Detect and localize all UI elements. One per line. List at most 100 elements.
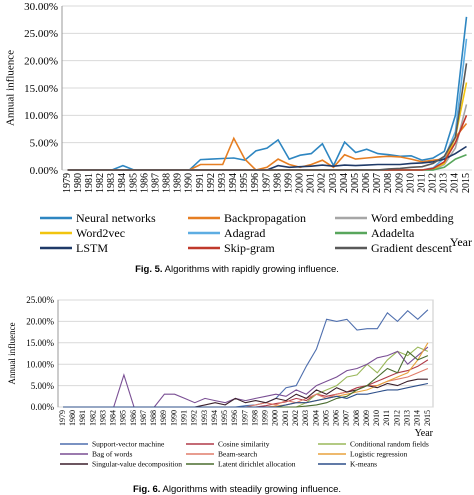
fig6-xtick-label: 1981	[78, 410, 87, 426]
fig6-xtick-label: 2005	[321, 410, 330, 426]
fig6-series-line-3	[63, 346, 429, 408]
fig5-series-line-9	[67, 63, 468, 171]
fig5-series-line-2	[67, 122, 468, 171]
fig5-legend-label: Neural networks	[76, 211, 156, 225]
fig6-legend-label: Conditional random fields	[350, 440, 429, 449]
fig6-xtick-label: 1998	[250, 410, 259, 426]
fig5-legend-label: Adagrad	[224, 226, 265, 240]
fig6-xtick-label: 2014	[413, 410, 422, 426]
fig5-xtick-label: 1991	[195, 173, 206, 193]
fig5-xtick-label: 1986	[139, 173, 150, 193]
fig5-xtick-label: 1990	[184, 173, 195, 193]
fig6-xtick-label: 1990	[169, 410, 178, 426]
fig6-xtick-label: 2010	[372, 410, 381, 426]
fig6-legend-label: Support-vector machine	[92, 440, 165, 449]
fig5-xtick-label: 1992	[206, 173, 217, 193]
fig5-ytick-label: 30.00%	[24, 1, 58, 13]
fig6-legend-label: Singular-value decomposition	[92, 460, 182, 469]
fig5-xtick-label: 2010	[405, 173, 416, 193]
fig6-xtick-label: 2007	[342, 410, 351, 426]
fig6-legend-label: Beam-search	[218, 450, 257, 459]
fig5-xtick-label: 2011	[416, 173, 427, 193]
fig5-xtick-label: 1981	[84, 173, 95, 193]
fig6-ytick-label: 20.00%	[26, 317, 54, 327]
fig6-series-line-9	[63, 382, 429, 408]
fig6-xtick-label: 1992	[190, 410, 199, 426]
fig6-legend-label: Cosine similarity	[218, 440, 270, 449]
fig5-xtick-label: 2005	[350, 173, 361, 193]
fig5-ytick-label: 25.00%	[24, 28, 58, 40]
fig5-xtick-label: 1983	[106, 173, 117, 193]
fig6-xtick-label: 2006	[332, 410, 341, 426]
fig6-xtick-label: 1999	[261, 410, 270, 426]
fig6-series-line-6	[63, 342, 429, 408]
fig5-xtick-label: 2012	[428, 173, 439, 193]
fig5-ytick-label: 0.00%	[30, 165, 58, 177]
fig6-xtick-label: 1985	[119, 410, 128, 426]
fig5-xtick-label: 2000	[295, 173, 306, 193]
fig6-xtick-label: 1980	[68, 410, 77, 426]
fig5-legend-label: Gradient descent	[371, 241, 453, 255]
fig6-xtick-label: 2002	[291, 410, 300, 426]
fig6-xtick-label: 2013	[402, 410, 411, 426]
fig6-xtick-label: 2004	[311, 410, 320, 426]
fig5-xtick-label: 1988	[162, 173, 173, 193]
fig5-xtick-label: 1980	[73, 173, 84, 193]
fig5-ytick-label: 15.00%	[24, 83, 58, 95]
fig6-caption-text: Algorithms with steadily growing influen…	[162, 484, 342, 495]
fig5-xtick-label: 2015	[461, 173, 472, 193]
fig6-series-line-4	[63, 346, 429, 408]
fig5-xtick-label: 1984	[117, 173, 128, 193]
fig6-xtick-label: 2003	[301, 410, 310, 426]
fig6-xtick-label: 1989	[159, 410, 168, 426]
fig5-xtick-label: 2009	[394, 173, 405, 193]
fig5-xtick-label: 1999	[283, 173, 294, 193]
fig6-xtick-label: 1986	[129, 410, 138, 426]
fig6-xtick-label: 2009	[362, 410, 371, 426]
fig5-xtick-label: 2004	[339, 173, 350, 193]
fig6-xtick-label: 1994	[210, 410, 219, 426]
fig5-legend-label: Word embedding	[371, 211, 454, 225]
fig6-ytick-label: 5.00%	[31, 381, 55, 391]
fig6-xtick-label: 2011	[382, 410, 391, 426]
fig5-series-line-1	[67, 16, 468, 171]
fig6-xtick-label: 2008	[352, 410, 361, 426]
fig6-xtick-label: 1993	[200, 410, 209, 426]
fig5-xtick-label: 1998	[272, 173, 283, 193]
fig5-series-line-4	[67, 82, 468, 171]
fig5-ytick-label: 20.00%	[24, 56, 58, 68]
fig6-x-axis-label: Year	[415, 428, 434, 439]
fig6-xtick-label: 1991	[180, 410, 189, 426]
fig5-xtick-label: 1985	[128, 173, 139, 193]
fig6-xtick-label: 1987	[139, 410, 148, 426]
fig6-ytick-label: 0.00%	[31, 402, 55, 412]
fig5-xtick-label: 2002	[317, 173, 328, 193]
fig5-xtick-label: 2001	[306, 173, 317, 193]
fig6-xtick-label: 1996	[230, 410, 239, 426]
fig5-legend-label: Adadelta	[371, 226, 415, 240]
fig5-xtick-label: 2013	[439, 173, 450, 193]
fig6-xtick-label: 1997	[240, 410, 249, 426]
fig6-xtick-label: 1995	[220, 410, 229, 426]
fig5-ytick-label: 5.00%	[30, 138, 58, 150]
fig5-xtick-label: 1994	[228, 173, 239, 193]
fig6-ytick-label: 15.00%	[26, 338, 54, 348]
fig6-ytick-label: 25.00%	[26, 295, 54, 305]
fig5-xtick-label: 1987	[150, 173, 161, 193]
fig6-plot-area	[57, 299, 434, 408]
fig5-legend-label: Skip-gram	[224, 241, 275, 255]
fig5-caption: Fig. 5. Algorithms with rapidly growing …	[0, 264, 474, 275]
fig6-xtick-label: 2000	[271, 410, 280, 426]
fig6-caption: Fig. 6. Algorithms with steadily growing…	[0, 484, 474, 495]
fig6-xtick-label: 1983	[98, 410, 107, 426]
fig5-series-line-3	[67, 104, 468, 171]
fig6-xtick-label: 2015	[423, 410, 432, 426]
fig5-xtick-label: 1989	[173, 173, 184, 193]
fig5-legend-label: LSTM	[76, 241, 108, 255]
fig6-legend-label: Latent dirichlet allocation	[218, 460, 296, 469]
fig5-xtick-label: 2007	[372, 173, 383, 193]
fig6-series-line-2	[63, 359, 429, 408]
fig5-xtick-label: 2006	[361, 173, 372, 193]
fig5-x-axis-label: Year	[450, 235, 472, 249]
fig5-caption-text: Algorithms with rapidly growing influenc…	[164, 264, 339, 275]
